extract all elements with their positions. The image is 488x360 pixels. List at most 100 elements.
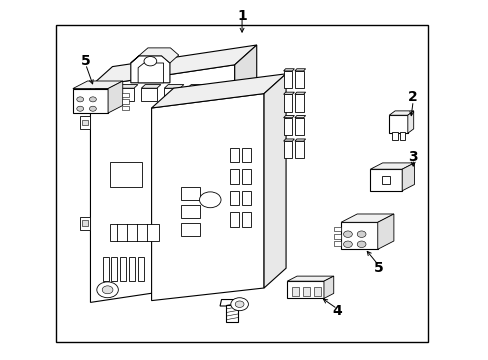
Polygon shape — [95, 85, 115, 88]
Bar — [242, 169, 250, 184]
Polygon shape — [287, 276, 333, 281]
Polygon shape — [220, 300, 244, 306]
Circle shape — [97, 282, 118, 298]
Bar — [292, 287, 299, 296]
Circle shape — [343, 241, 351, 248]
Bar — [229, 191, 238, 205]
Bar — [181, 223, 200, 236]
Polygon shape — [80, 116, 90, 129]
Bar — [229, 169, 238, 184]
Bar — [334, 241, 340, 246]
Bar — [138, 257, 143, 281]
Bar — [382, 176, 389, 184]
Text: 3: 3 — [407, 150, 417, 163]
Polygon shape — [141, 85, 161, 88]
Circle shape — [230, 298, 248, 311]
Polygon shape — [90, 45, 256, 86]
Polygon shape — [90, 65, 234, 302]
Polygon shape — [401, 163, 414, 191]
Polygon shape — [73, 81, 122, 89]
Polygon shape — [294, 139, 305, 141]
Polygon shape — [151, 74, 285, 108]
Bar — [120, 257, 126, 281]
Bar — [370, 169, 401, 191]
Bar — [210, 88, 225, 101]
Polygon shape — [138, 63, 163, 83]
Bar — [73, 89, 108, 113]
Bar — [118, 88, 134, 101]
Bar — [287, 281, 323, 298]
Bar — [111, 257, 117, 281]
Polygon shape — [388, 111, 413, 115]
Bar — [56, 25, 427, 342]
Bar — [334, 234, 340, 238]
Circle shape — [143, 57, 156, 66]
Circle shape — [77, 97, 83, 102]
Polygon shape — [108, 81, 122, 113]
Polygon shape — [131, 56, 170, 83]
Bar — [141, 88, 157, 101]
Polygon shape — [294, 71, 303, 88]
Bar — [129, 257, 135, 281]
Polygon shape — [164, 85, 183, 88]
Polygon shape — [187, 85, 206, 88]
Bar — [229, 148, 238, 162]
Polygon shape — [80, 217, 90, 230]
Polygon shape — [294, 94, 303, 112]
Circle shape — [77, 106, 83, 111]
Circle shape — [89, 97, 96, 102]
Text: 2: 2 — [407, 90, 417, 104]
Circle shape — [343, 231, 351, 238]
Text: 5: 5 — [373, 261, 383, 275]
Polygon shape — [294, 69, 305, 71]
Bar — [122, 99, 128, 104]
Polygon shape — [370, 163, 414, 169]
Circle shape — [356, 241, 365, 248]
Polygon shape — [341, 214, 393, 222]
Polygon shape — [118, 85, 138, 88]
Bar — [181, 187, 200, 200]
Polygon shape — [294, 141, 303, 158]
Polygon shape — [294, 92, 305, 94]
Polygon shape — [234, 45, 256, 281]
Bar — [102, 257, 108, 281]
Polygon shape — [294, 118, 303, 135]
Circle shape — [199, 192, 221, 208]
Bar — [303, 287, 309, 296]
Polygon shape — [151, 94, 264, 301]
Text: 1: 1 — [237, 9, 246, 23]
Bar — [95, 88, 111, 101]
Bar — [341, 222, 377, 249]
Text: 4: 4 — [332, 305, 342, 318]
Circle shape — [102, 286, 113, 294]
Polygon shape — [407, 111, 413, 133]
Bar — [226, 305, 238, 322]
Circle shape — [89, 106, 96, 111]
Polygon shape — [294, 116, 305, 118]
Bar — [229, 212, 238, 227]
Polygon shape — [131, 48, 179, 63]
Bar — [164, 88, 180, 101]
Polygon shape — [283, 118, 292, 135]
Bar — [242, 148, 250, 162]
Polygon shape — [264, 74, 285, 288]
Bar — [122, 106, 128, 110]
Bar — [187, 88, 203, 101]
Polygon shape — [283, 141, 292, 158]
Polygon shape — [283, 71, 292, 88]
Polygon shape — [377, 214, 393, 249]
Bar — [181, 205, 200, 218]
Bar — [388, 115, 407, 133]
Circle shape — [235, 301, 244, 307]
Polygon shape — [283, 92, 294, 94]
Bar — [391, 132, 397, 140]
Polygon shape — [210, 85, 229, 88]
Bar — [81, 220, 87, 226]
Circle shape — [356, 231, 365, 238]
Bar — [313, 287, 320, 296]
Bar — [110, 162, 142, 187]
Bar — [81, 120, 87, 125]
Polygon shape — [323, 276, 333, 298]
Bar — [399, 132, 405, 140]
Polygon shape — [283, 69, 294, 71]
